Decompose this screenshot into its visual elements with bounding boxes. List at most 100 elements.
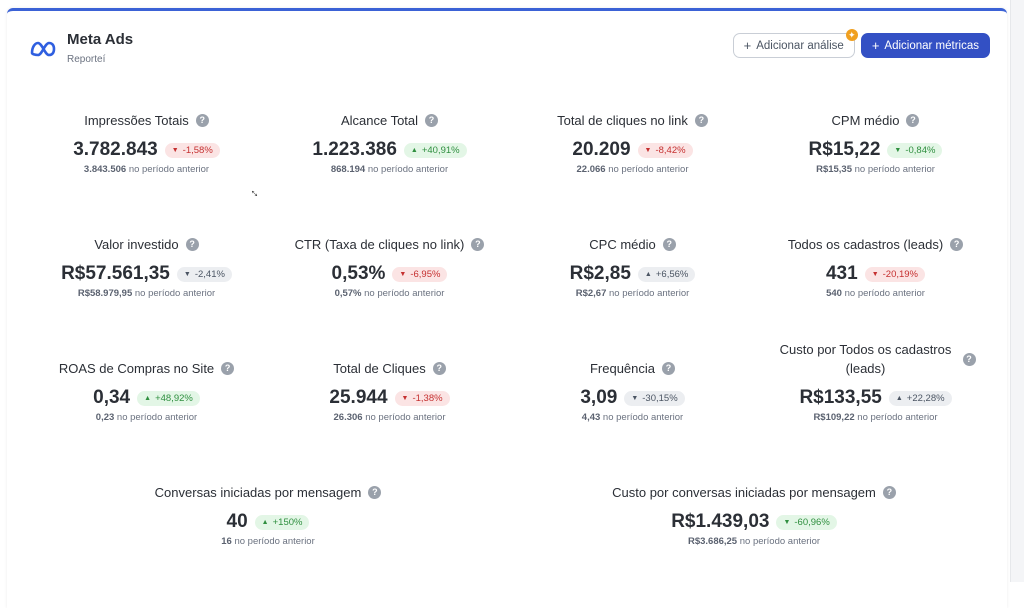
help-icon[interactable]: ? xyxy=(882,485,896,499)
help-icon[interactable]: ? xyxy=(662,361,676,375)
scrollbar[interactable] xyxy=(1010,0,1024,582)
previous-value: 22.066 xyxy=(576,164,606,175)
metric-title: CPM médio xyxy=(831,112,900,128)
previous-period: R$2,67 no período anterior xyxy=(576,288,690,299)
help-icon[interactable]: ? xyxy=(662,237,676,251)
help-icon[interactable]: ? xyxy=(906,113,920,127)
help-icon[interactable]: ? xyxy=(221,361,235,375)
metric-title-row: CTR (Taxa de cliques no link)? xyxy=(295,233,485,255)
help-icon[interactable]: ? xyxy=(471,237,485,251)
help-icon[interactable]: ? xyxy=(368,485,382,499)
metric-value-row: R$1.439,03 ▼ -60,96% xyxy=(671,511,837,533)
previous-suffix: no período anterior xyxy=(134,288,216,299)
add-analysis-button[interactable]: + Adicionar análise ✦ xyxy=(732,29,858,58)
arrow-down-icon: ▼ xyxy=(183,270,191,278)
metric-card: Custo por conversas iniciadas por mensag… xyxy=(511,481,997,547)
previous-period: 868.194 no período anterior xyxy=(331,164,448,175)
arrow-down-icon: ▼ xyxy=(644,146,652,154)
change-badge: ▲ +6,56% xyxy=(637,266,696,282)
metric-card: Total de cliques no link? 20.209 ▼ -8,42% 22… xyxy=(511,109,754,233)
change-value: -1,38% xyxy=(412,392,443,404)
metric-title: Total de cliques no link xyxy=(557,112,688,128)
card-title: Meta Ads xyxy=(67,31,134,48)
previous-period: R$3.686,25 no período anterior xyxy=(688,536,820,547)
help-icon[interactable]: ? xyxy=(195,113,209,127)
metric-card: CTR (Taxa de cliques no link)? 0,53% ▼ -6,9… xyxy=(268,233,511,357)
change-value: -60,96% xyxy=(794,516,830,528)
arrow-down-icon: ▼ xyxy=(171,146,179,154)
previous-period: 3.843.506 no período anterior xyxy=(84,164,209,175)
metric-value: R$57.561,35 xyxy=(61,263,170,284)
metric-card: Total de Cliques? 25.944 ▼ -1,38% 26.306 no … xyxy=(268,357,511,481)
arrow-up-icon: ▲ xyxy=(261,518,269,526)
change-badge: ▲ +150% xyxy=(254,514,310,530)
previous-value: 868.194 xyxy=(330,164,366,175)
add-metrics-button[interactable]: + Adicionar métricas xyxy=(860,33,990,58)
metric-value: R$1.439,03 xyxy=(671,511,770,532)
change-value: -8,42% xyxy=(655,144,686,156)
metric-value-row: 1.223.386 ▲ +40,91% xyxy=(312,139,467,161)
arrow-up-icon: ▲ xyxy=(144,394,152,402)
previous-value: 0,23 xyxy=(95,412,115,423)
metric-value: 3.782.843 xyxy=(73,139,158,160)
change-badge: ▼ -1,58% xyxy=(164,142,220,158)
previous-period: R$15,35 no período anterior xyxy=(816,164,935,175)
metric-value: 3,09 xyxy=(580,387,618,408)
previous-value: 0,57% xyxy=(334,288,362,299)
metric-title-row: Frequência? xyxy=(589,357,676,379)
metric-value: 431 xyxy=(825,263,858,284)
change-badge: ▼ -2,41% xyxy=(176,266,232,282)
previous-value: R$3.686,25 xyxy=(687,536,738,547)
metric-title: Alcance Total xyxy=(340,112,419,128)
metric-value-row: 3,09 ▼ -30,15% xyxy=(580,387,685,409)
previous-period: 22.066 no período anterior xyxy=(577,164,689,175)
previous-period: R$58.979,95 no período anterior xyxy=(78,288,215,299)
metric-title: Custo por Todos os cadastros (leads) xyxy=(779,342,952,376)
metric-value-row: 0,34 ▲ +48,92% xyxy=(93,387,200,409)
metric-title-row: Total de cliques no link? xyxy=(557,109,708,131)
metric-card: Conversas iniciadas por mensagem? 40 ▲ +150… xyxy=(25,481,511,547)
metric-title: Impressões Totais xyxy=(84,112,189,128)
change-badge: ▼ -0,84% xyxy=(887,142,943,158)
meta-logo-icon xyxy=(30,41,56,57)
metric-title: CPC médio xyxy=(589,236,656,252)
change-badge: ▼ -6,95% xyxy=(392,266,448,282)
help-icon[interactable]: ? xyxy=(185,237,199,251)
metric-title: Frequência xyxy=(589,360,656,376)
help-icon[interactable]: ? xyxy=(432,361,446,375)
change-badge: ▼ -1,38% xyxy=(394,390,450,406)
metric-title-row: Custo por conversas iniciadas por mensag… xyxy=(612,481,896,503)
previous-period: 540 no período anterior xyxy=(826,288,925,299)
help-icon[interactable]: ? xyxy=(425,113,439,127)
metric-card: CPM médio? R$15,22 ▼ -0,84% R$15,35 no perío… xyxy=(754,109,997,233)
metric-title-row: ROAS de Compras no Site? xyxy=(59,357,235,379)
metric-value-row: R$133,55 ▲ +22,28% xyxy=(799,387,952,409)
change-value: -6,95% xyxy=(410,268,441,280)
metrics-grid-bottom: Conversas iniciadas por mensagem? 40 ▲ +150… xyxy=(25,481,997,547)
metric-value: R$15,22 xyxy=(808,139,881,160)
help-icon[interactable]: ? xyxy=(962,352,976,366)
metric-value-row: R$15,22 ▼ -0,84% xyxy=(809,139,943,161)
change-badge: ▲ +22,28% xyxy=(888,390,952,406)
arrow-down-icon: ▼ xyxy=(871,270,879,278)
metric-title: Conversas iniciadas por mensagem xyxy=(154,484,362,500)
metric-card: Frequência? 3,09 ▼ -30,15% 4,43 no período a… xyxy=(511,357,754,481)
previous-period: 0,57% no período anterior xyxy=(335,288,445,299)
arrow-down-icon: ▼ xyxy=(401,394,409,402)
metric-value: 0,53% xyxy=(331,263,386,284)
change-badge: ▲ +40,91% xyxy=(403,142,467,158)
previous-suffix: no período anterior xyxy=(364,288,445,299)
change-badge: ▼ -8,42% xyxy=(637,142,693,158)
help-icon[interactable]: ? xyxy=(950,237,964,251)
metric-value-row: 40 ▲ +150% xyxy=(227,511,310,533)
metric-value-row: 20.209 ▼ -8,42% xyxy=(572,139,693,161)
previous-period: 26.306 no período anterior xyxy=(334,412,446,423)
previous-suffix: no período anterior xyxy=(128,164,210,175)
help-icon[interactable]: ? xyxy=(694,113,708,127)
metric-value: 0,34 xyxy=(93,387,131,408)
metric-value-row: R$57.561,35 ▼ -2,41% xyxy=(61,263,232,285)
metric-title-row: Total de Cliques? xyxy=(333,357,446,379)
metric-value-row: 3.782.843 ▼ -1,58% xyxy=(73,139,220,161)
metric-value: 1.223.386 xyxy=(312,139,397,160)
metric-title: Custo por conversas iniciadas por mensag… xyxy=(612,484,876,500)
